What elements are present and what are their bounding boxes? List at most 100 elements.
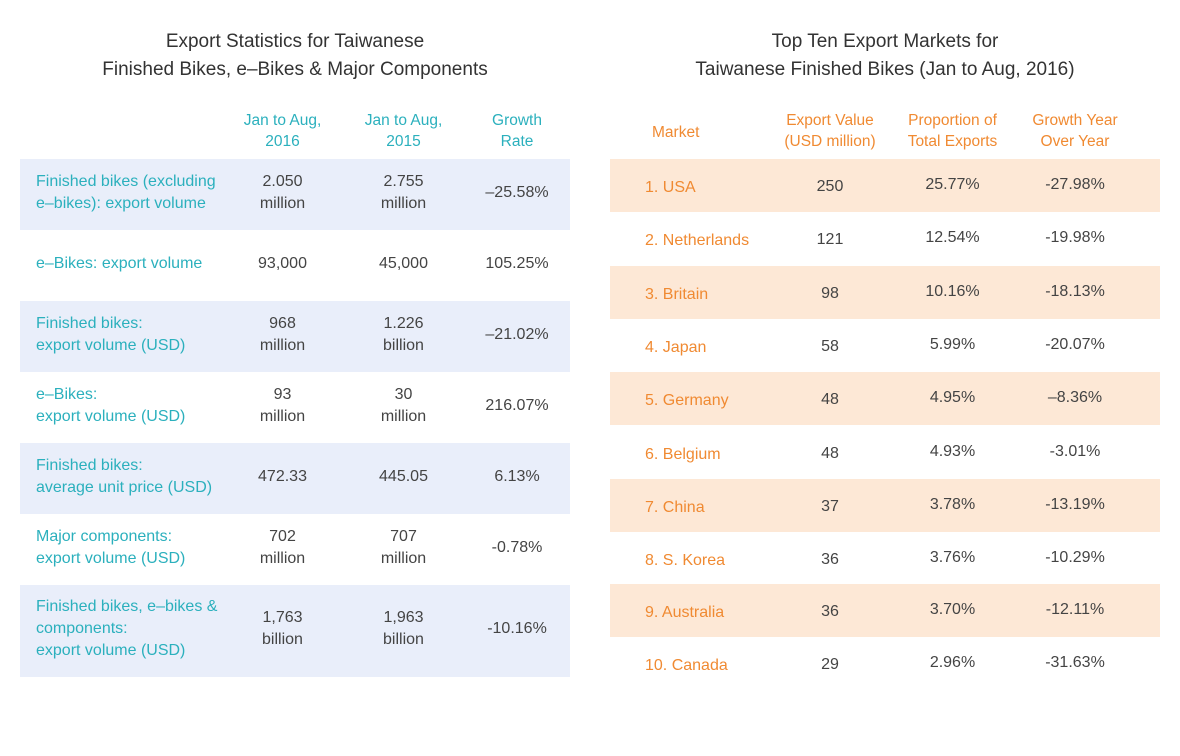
cell-text: million [259,408,306,425]
market-name: 3. Britain [645,286,709,303]
export-value: 98 [821,285,839,302]
cell-text: 445.05 [379,468,428,485]
title-line: Finished Bikes, e–Bikes & Major Componen… [102,59,488,80]
cell-text: million [259,337,306,354]
market-name: 7. China [645,499,705,516]
proportion-value: 2.96% [929,654,976,671]
cell-text: 93 [273,386,292,403]
cell-text: Major components: [36,528,173,545]
value-2016: 1,763 billion [225,607,340,651]
growth-yoy-value: -10.29% [1045,549,1105,566]
cell-text: 30 [394,386,413,403]
value-2015: 1.226 billion [346,313,461,357]
cell-text: 1,763 [262,609,303,626]
row-label: Finished bikes: average unit price (USD) [36,455,236,499]
value-2015: 707 million [346,526,461,570]
title-line: Top Ten Export Markets for [771,31,999,52]
cell-text: million [380,550,427,567]
table-row: Finished bikes: average unit price (USD) 4… [20,443,570,514]
cell-text: billion [383,631,424,648]
growth-rate: 6.13% [467,466,567,488]
header-line: Rate [500,133,534,150]
header-line: Over Year [1040,133,1110,150]
header-line: Growth Year [1032,112,1118,129]
market-name: 1. USA [645,179,696,196]
value-2015: 2.755 million [346,171,461,215]
table-row: Finished bikes (excluding e–bikes): expor… [20,159,570,230]
cell-text: million [380,195,427,212]
row-label: e–Bikes: export volume (USD) [36,384,236,428]
cell-text: Finished bikes (excluding [36,173,216,190]
table-row: 3. Britain 98 10.16% -18.13% [610,266,1160,319]
cell-text: e–Bikes: export volume [36,255,203,272]
proportion-value: 12.54% [925,229,980,246]
value-2016: 968 million [225,313,340,357]
cell-text: Finished bikes, e–bikes & [36,598,218,615]
value-2015: 45,000 [346,253,461,275]
cell-text: 968 [269,315,296,332]
table-row: e–Bikes: export volume (USD) 93 million 30 mi… [20,372,570,443]
export-value: 36 [821,603,839,620]
cell-text: components: [36,620,128,637]
value-2016: 472.33 [225,466,340,488]
header-line: 2016 [265,133,300,150]
table-row: 7. China 37 3.78% -13.19% [610,479,1160,532]
header-proportion: Proportion of Total Exports [890,110,1015,152]
value-2015: 30 million [346,384,461,428]
growth-rate: -10.16% [467,618,567,640]
growth-rate: 216.07% [467,395,567,417]
header-line: 2015 [386,133,421,150]
growth-yoy-value: -31.63% [1045,654,1105,671]
cell-text: 105.25% [485,255,549,272]
proportion-value: 3.78% [929,496,976,513]
header-line: Export Value [786,112,874,129]
cell-text: million [380,408,427,425]
export-statistics-title: Export Statistics for Taiwanese Finished… [20,28,570,84]
header-line: Jan to Aug, [364,112,443,129]
growth-yoy-value: -13.19% [1045,496,1105,513]
proportion-value: 25.77% [925,176,980,193]
cell-text: million [259,195,306,212]
table-row: Finished bikes, e–bikes & components: expo… [20,585,570,677]
market-name: 4. Japan [645,339,707,356]
growth-yoy-value: -20.07% [1045,336,1105,353]
header-growth-yoy: Growth Year Over Year [1015,110,1135,152]
table-row: Finished bikes: export volume (USD) 968 mil… [20,301,570,372]
table-row: 10. Canada 29 2.96% -31.63% [610,637,1160,690]
growth-yoy-value: -12.11% [1045,601,1105,618]
cell-text: billion [383,337,424,354]
value-2016: 702 million [225,526,340,570]
growth-yoy-value: -27.98% [1045,176,1105,193]
proportion-value: 3.70% [929,601,976,618]
growth-rate: 105.25% [467,253,567,275]
market-name: 2. Netherlands [645,232,750,249]
row-label: Finished bikes: export volume (USD) [36,313,236,357]
header-line: Total Exports [907,133,998,150]
market-name: 9. Australia [645,604,725,621]
table-row: 8. S. Korea 36 3.76% -10.29% [610,532,1160,585]
header-jan-aug-2016: Jan to Aug, 2016 [225,110,340,152]
growth-rate: –21.02% [467,324,567,346]
cell-text: -0.78% [491,539,543,556]
value-2015: 1,963 billion [346,607,461,651]
cell-text: 1,963 [383,609,424,626]
row-label: e–Bikes: export volume [36,253,236,275]
top-markets-title: Top Ten Export Markets for Taiwanese Fin… [610,28,1160,84]
value-2016: 93,000 [225,253,340,275]
cell-text: –25.58% [485,184,549,201]
header-export-value: Export Value (USD million) [770,110,890,152]
value-2016: 93 million [225,384,340,428]
cell-text: export volume (USD) [36,550,186,567]
export-value: 250 [816,178,844,195]
cell-text: 472.33 [258,468,307,485]
export-value: 121 [816,231,844,248]
cell-text: 702 [269,528,296,545]
row-label: Finished bikes, e–bikes & components: expo… [36,596,236,662]
cell-text: Finished bikes: [36,457,143,474]
cell-text: 2.755 [383,173,424,190]
cell-text: e–bikes): export volume [36,195,206,212]
header-market: Market [628,122,752,143]
cell-text: 45,000 [379,255,428,272]
proportion-value: 3.76% [929,549,976,566]
growth-yoy-value: -3.01% [1049,443,1101,460]
